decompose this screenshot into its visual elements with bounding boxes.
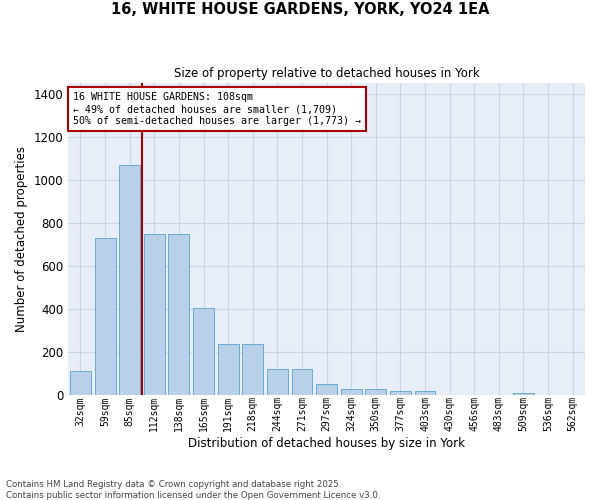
Bar	[218, 344, 239, 395]
Bar	[513, 392, 534, 395]
Bar	[193, 308, 214, 395]
Text: 16 WHITE HOUSE GARDENS: 108sqm
← 49% of detached houses are smaller (1,709)
50% : 16 WHITE HOUSE GARDENS: 108sqm ← 49% of …	[73, 92, 361, 126]
Bar	[390, 390, 411, 395]
Text: Contains HM Land Registry data © Crown copyright and database right 2025.
Contai: Contains HM Land Registry data © Crown c…	[6, 480, 380, 500]
Bar	[316, 384, 337, 395]
Bar	[119, 165, 140, 395]
Bar	[365, 390, 386, 395]
Title: Size of property relative to detached houses in York: Size of property relative to detached ho…	[174, 68, 479, 80]
Bar	[415, 390, 436, 395]
Bar	[292, 369, 313, 395]
Bar	[169, 234, 190, 395]
Text: 16, WHITE HOUSE GARDENS, YORK, YO24 1EA: 16, WHITE HOUSE GARDENS, YORK, YO24 1EA	[111, 2, 489, 18]
Bar	[341, 390, 362, 395]
Bar	[242, 344, 263, 395]
Bar	[95, 238, 116, 395]
X-axis label: Distribution of detached houses by size in York: Distribution of detached houses by size …	[188, 437, 465, 450]
Bar	[70, 371, 91, 395]
Bar	[267, 369, 288, 395]
Bar	[144, 234, 165, 395]
Y-axis label: Number of detached properties: Number of detached properties	[15, 146, 28, 332]
